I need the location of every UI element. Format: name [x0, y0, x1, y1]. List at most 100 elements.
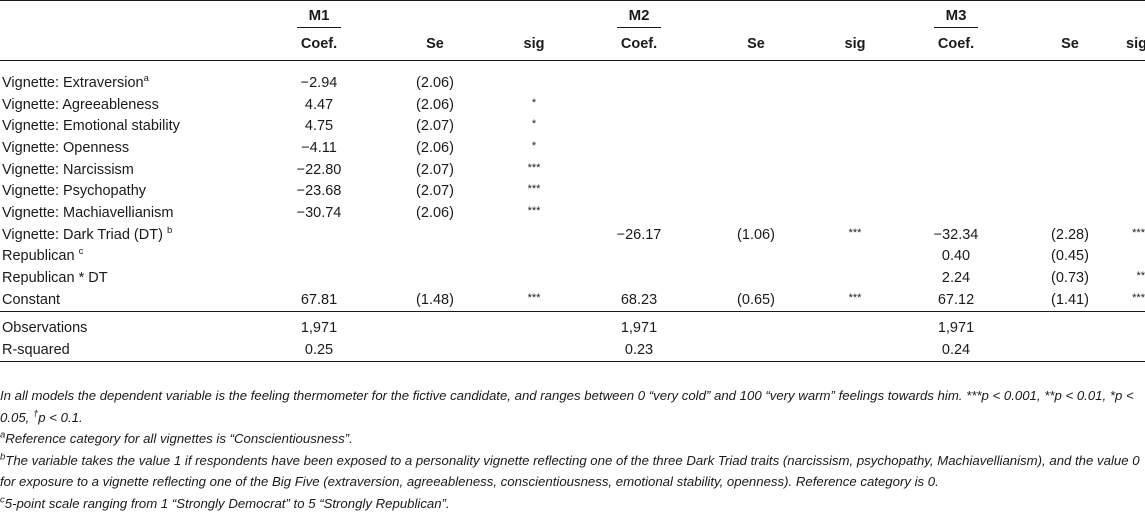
- regression-table: M1 M2 M3 Coef. Se sig Coef. Se sig Coef.…: [0, 0, 1145, 362]
- m1-sig-cell: *: [490, 137, 578, 159]
- m3-sig-cell: [1126, 180, 1145, 202]
- table-footnotes: In all models the dependent variable is …: [0, 385, 1140, 514]
- stats-label: R-squared: [0, 339, 258, 361]
- m1-coef-cell: 4.75: [258, 115, 380, 137]
- m2-sig-cell: [812, 202, 898, 224]
- m2-coef-cell: [578, 202, 700, 224]
- m2-sig-cell: ***: [812, 224, 898, 246]
- empty-cell: [490, 311, 578, 339]
- m2-sig-cell: [812, 267, 898, 289]
- row-label-text: Republican: [2, 248, 79, 264]
- m3-se-cell-value: (2.28): [1051, 227, 1089, 243]
- model-m1-header: M1: [297, 7, 342, 28]
- m2-coef-cell: [578, 180, 700, 202]
- row-label-footnote-mark: a: [144, 73, 149, 84]
- table-row: Republican * DT 2.24(0.73) **: [0, 267, 1145, 289]
- m1-sig-cell: ***: [490, 159, 578, 181]
- m1-se-cell: (2.07): [380, 159, 490, 181]
- se-header: Se: [700, 28, 812, 61]
- row-label: Republican * DT: [0, 267, 258, 289]
- m2-se-cell: [700, 159, 812, 181]
- m2-coef-cell: 68.23: [578, 289, 700, 311]
- m3-coef-cell: −32.34: [898, 224, 1014, 246]
- m2-se-cell: (0.65): [700, 289, 812, 311]
- m1-coef-cell: [258, 224, 380, 246]
- m1-coef-cell: −23.68: [258, 180, 380, 202]
- coef-header: Coef.: [898, 28, 1014, 61]
- stats-label: Observations: [0, 311, 258, 339]
- m3-sig-cell-value: ***: [1132, 227, 1145, 239]
- footnote-b-text: The variable takes the value 1 if respon…: [0, 453, 1140, 490]
- m3-coef-cell: 0.40: [898, 246, 1014, 268]
- empty-cell: [812, 311, 898, 339]
- m1-se-cell: [380, 267, 490, 289]
- m1-sig-cell-value: *: [532, 118, 536, 130]
- m2-se-cell: [700, 137, 812, 159]
- m3-coef-cell: 2.24: [898, 267, 1014, 289]
- m1-coef-cell: −22.80: [258, 159, 380, 181]
- m1-se-cell: (2.06): [380, 202, 490, 224]
- m1-coef-cell-value: −30.74: [297, 205, 342, 221]
- m2-coef-cell: [578, 137, 700, 159]
- model-header-row: M1 M2 M3: [0, 1, 1145, 29]
- m3-coef-cell-value: 0.40: [942, 248, 970, 264]
- row-label-text: Vignette: Narcissism: [2, 162, 134, 178]
- m3-sig-cell: [1126, 61, 1145, 94]
- footnote-c: c5-point scale ranging from 1 “Strongly …: [0, 493, 1140, 514]
- sig-header: sig: [812, 28, 898, 61]
- row-label: Constant: [0, 289, 258, 311]
- row-label-text: Vignette: Machiavellianism: [2, 205, 173, 221]
- model-m2-header: M2: [617, 7, 662, 28]
- coefficient-rows: Vignette: Extraversiona−2.94(2.06) Vignet…: [0, 61, 1145, 312]
- m3-coef-cell: [898, 180, 1014, 202]
- m3-sig-cell: **: [1126, 267, 1145, 289]
- coef-header: Coef.: [578, 28, 700, 61]
- row-label-text: Constant: [2, 292, 60, 308]
- m3-se-cell: (1.41): [1014, 289, 1126, 311]
- m3-se-cell: [1014, 202, 1126, 224]
- m3-se-cell: [1014, 180, 1126, 202]
- m2-sig-cell: [812, 246, 898, 268]
- m3-sig-cell-value: **: [1136, 270, 1145, 282]
- m1-sig-cell: *: [490, 94, 578, 116]
- footnote-c-text: 5-point scale ranging from 1 “Strongly D…: [5, 496, 450, 511]
- m3-sig-cell-value: ***: [1132, 292, 1145, 304]
- table-row: Vignette: Psychopathy−23.68(2.07)***: [0, 180, 1145, 202]
- table-row: Vignette: Extraversiona−2.94(2.06): [0, 61, 1145, 94]
- m3-sig-cell: [1126, 94, 1145, 116]
- m3-se-cell: (2.28): [1014, 224, 1126, 246]
- m3-se-cell: [1014, 115, 1126, 137]
- m2-se-cell: [700, 202, 812, 224]
- column-header-row: Coef. Se sig Coef. Se sig Coef. Se sig: [0, 28, 1145, 61]
- m1-se-cell-value: (2.06): [416, 75, 454, 91]
- m2-sig-cell: [812, 115, 898, 137]
- m1-coef-cell-value: 4.47: [305, 97, 333, 113]
- m3-coef-cell: [898, 61, 1014, 94]
- empty-cell: [380, 339, 490, 361]
- m1-stat-value: 0.25: [258, 339, 380, 361]
- m1-sig-cell: [490, 246, 578, 268]
- row-label-footnote-mark: b: [167, 225, 172, 236]
- m1-coef-cell-value: 67.81: [301, 292, 337, 308]
- m3-se-cell: [1014, 159, 1126, 181]
- m2-coef-cell: [578, 115, 700, 137]
- m2-se-cell-value: (0.65): [737, 292, 775, 308]
- table-row: Vignette: Machiavellianism −30.74 (2.06) **…: [0, 202, 1145, 224]
- m3-se-cell: (0.73): [1014, 267, 1126, 289]
- m2-se-cell: [700, 180, 812, 202]
- footnote-a: aReference category for all vignettes is…: [0, 428, 1140, 450]
- m3-sig-cell: [1126, 202, 1145, 224]
- m2-se-cell: [700, 61, 812, 94]
- m3-se-cell-value: (0.45): [1051, 248, 1089, 264]
- m1-sig-cell-value: ***: [528, 205, 541, 217]
- m2-coef-cell: [578, 159, 700, 181]
- m1-sig-cell-value: *: [532, 97, 536, 109]
- sig-header: sig: [1126, 28, 1145, 61]
- m2-se-cell: [700, 94, 812, 116]
- footnote-main-end: p < 0.1.: [38, 410, 82, 425]
- m1-se-cell-value: (2.07): [416, 183, 454, 199]
- m2-se-cell: [700, 246, 812, 268]
- empty-cell: [812, 339, 898, 361]
